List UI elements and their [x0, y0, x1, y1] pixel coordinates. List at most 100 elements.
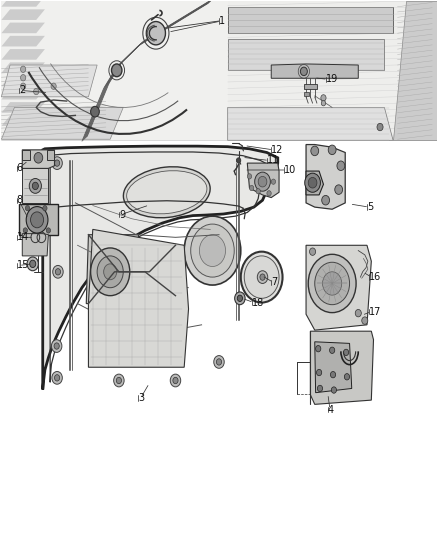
- Polygon shape: [1, 102, 45, 113]
- Circle shape: [237, 158, 241, 163]
- Circle shape: [322, 196, 329, 205]
- Polygon shape: [88, 229, 188, 367]
- Circle shape: [247, 174, 252, 179]
- Text: 7: 7: [271, 277, 278, 287]
- Polygon shape: [311, 331, 374, 405]
- Polygon shape: [22, 150, 54, 168]
- Circle shape: [146, 21, 166, 45]
- Circle shape: [321, 101, 325, 106]
- Polygon shape: [393, 2, 437, 140]
- Circle shape: [34, 152, 43, 163]
- Text: 1: 1: [219, 16, 225, 26]
- Circle shape: [184, 216, 241, 285]
- Circle shape: [52, 157, 62, 169]
- Polygon shape: [1, 36, 45, 46]
- Circle shape: [21, 83, 26, 90]
- Polygon shape: [306, 171, 323, 195]
- Circle shape: [114, 374, 124, 387]
- Circle shape: [91, 248, 130, 296]
- Circle shape: [330, 372, 336, 378]
- Circle shape: [300, 67, 307, 76]
- Text: 4: 4: [328, 405, 334, 415]
- Circle shape: [23, 228, 28, 233]
- Circle shape: [322, 272, 342, 295]
- Circle shape: [21, 75, 26, 81]
- Polygon shape: [1, 108, 123, 139]
- Text: 12: 12: [271, 145, 283, 155]
- Circle shape: [30, 260, 36, 268]
- Text: 10: 10: [284, 165, 297, 175]
- Circle shape: [54, 160, 60, 166]
- Polygon shape: [306, 144, 345, 209]
- Circle shape: [112, 64, 122, 77]
- Circle shape: [317, 369, 322, 376]
- Circle shape: [29, 179, 42, 193]
- Circle shape: [305, 173, 321, 192]
- Text: 17: 17: [369, 306, 381, 317]
- Circle shape: [315, 262, 350, 305]
- Circle shape: [53, 265, 63, 278]
- Circle shape: [256, 189, 260, 194]
- Polygon shape: [1, 0, 45, 7]
- Polygon shape: [247, 163, 279, 198]
- Circle shape: [267, 191, 271, 196]
- Polygon shape: [1, 76, 45, 86]
- Circle shape: [46, 228, 50, 233]
- Circle shape: [55, 269, 60, 275]
- Polygon shape: [22, 150, 30, 160]
- Circle shape: [191, 224, 234, 277]
- Circle shape: [316, 345, 321, 352]
- Circle shape: [337, 161, 345, 171]
- Text: 16: 16: [369, 272, 381, 282]
- Circle shape: [91, 107, 99, 117]
- Circle shape: [260, 274, 265, 280]
- Circle shape: [343, 349, 349, 356]
- Circle shape: [244, 256, 279, 298]
- Circle shape: [257, 271, 268, 284]
- Text: 5: 5: [367, 202, 373, 212]
- Polygon shape: [19, 204, 58, 235]
- Text: 19: 19: [325, 74, 338, 84]
- Circle shape: [52, 372, 62, 384]
- Text: 18: 18: [252, 297, 264, 308]
- Circle shape: [26, 207, 48, 233]
- Text: 9: 9: [119, 209, 125, 220]
- Circle shape: [308, 177, 317, 188]
- Circle shape: [321, 95, 326, 101]
- Polygon shape: [47, 150, 54, 160]
- Polygon shape: [1, 89, 45, 100]
- Circle shape: [214, 356, 224, 368]
- Circle shape: [344, 374, 350, 380]
- Circle shape: [104, 264, 117, 280]
- Circle shape: [355, 310, 361, 317]
- Polygon shape: [1, 128, 45, 139]
- Circle shape: [51, 83, 56, 90]
- Text: 15: 15: [17, 261, 29, 270]
- Polygon shape: [315, 342, 352, 393]
- Text: 14: 14: [17, 232, 29, 243]
- Polygon shape: [1, 10, 45, 20]
- Circle shape: [328, 145, 336, 155]
- Circle shape: [310, 248, 316, 255]
- Text: 3: 3: [138, 393, 145, 403]
- Ellipse shape: [124, 167, 210, 218]
- Circle shape: [173, 377, 178, 384]
- Bar: [304, 84, 317, 89]
- Circle shape: [331, 387, 336, 393]
- Circle shape: [170, 374, 181, 387]
- Circle shape: [54, 343, 59, 349]
- Circle shape: [271, 179, 276, 184]
- Text: 6: 6: [17, 164, 23, 173]
- Circle shape: [258, 176, 267, 187]
- Polygon shape: [1, 65, 97, 97]
- Circle shape: [237, 295, 243, 302]
- Circle shape: [21, 66, 26, 72]
- Circle shape: [25, 206, 30, 211]
- Polygon shape: [1, 49, 45, 60]
- Polygon shape: [1, 62, 45, 73]
- Circle shape: [97, 256, 123, 288]
- Ellipse shape: [127, 171, 207, 214]
- Polygon shape: [228, 7, 393, 33]
- Circle shape: [241, 252, 283, 303]
- Polygon shape: [306, 245, 371, 330]
